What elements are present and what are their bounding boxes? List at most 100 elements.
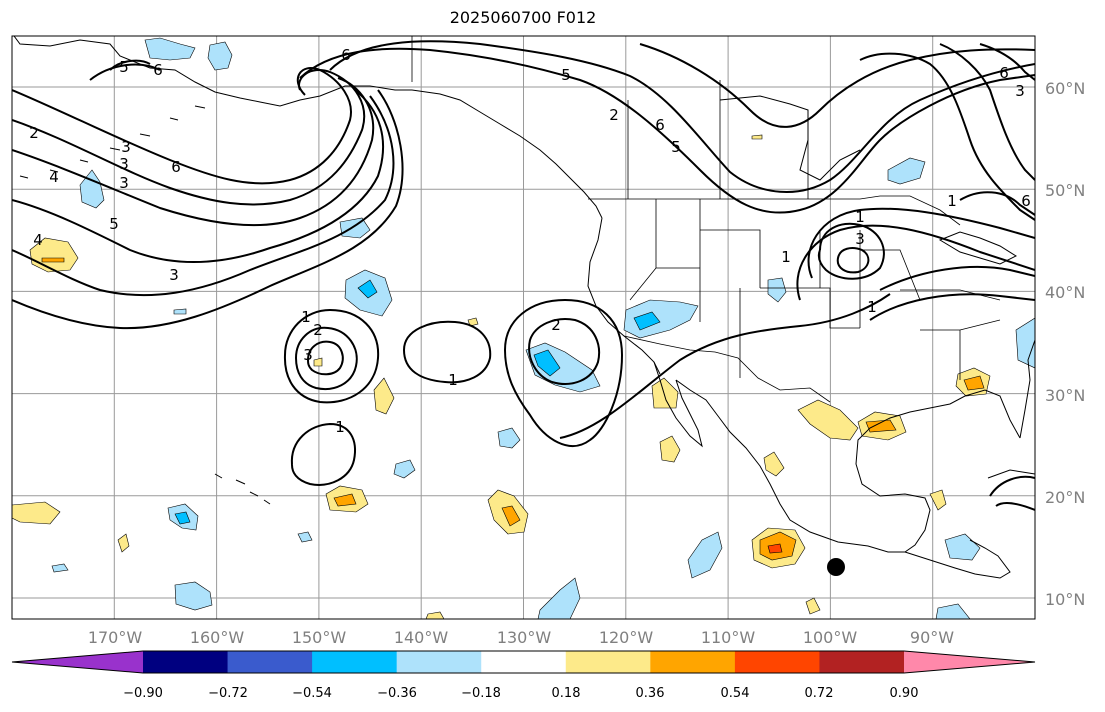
baja-california bbox=[653, 361, 703, 448]
contour-line bbox=[879, 265, 1035, 291]
colorbar-tick-label: 0.90 bbox=[890, 686, 919, 701]
contour-line bbox=[989, 475, 1035, 497]
storm-center-marker bbox=[827, 558, 845, 576]
yellow-anomaly-blob bbox=[797, 399, 859, 441]
contour-line bbox=[12, 95, 395, 297]
contour-label: 2 bbox=[551, 316, 561, 334]
contour-line bbox=[109, 59, 151, 71]
central-america-coast bbox=[904, 539, 1011, 579]
colorbar-tick-label: 0.54 bbox=[721, 686, 750, 701]
yellow-anomaly-blob bbox=[313, 357, 323, 367]
us-east-coast bbox=[1019, 339, 1035, 439]
colorbar-tick-label: −0.18 bbox=[461, 686, 501, 701]
contour-line bbox=[12, 69, 366, 206]
colorbar-tick-label: 0.36 bbox=[636, 686, 665, 701]
contour-label: 6 bbox=[1021, 192, 1031, 210]
contour-label: 2 bbox=[313, 321, 323, 339]
aleutian-islands bbox=[19, 105, 206, 179]
us-west-coast bbox=[587, 217, 661, 375]
contour-label: 6 bbox=[655, 116, 665, 134]
colorbar-bin bbox=[650, 651, 736, 673]
alaska-coastline bbox=[13, 36, 412, 107]
contour-label: 5 bbox=[119, 58, 129, 76]
yellow-anomaly-blob bbox=[659, 435, 681, 463]
gulf-of-mexico-coast bbox=[855, 389, 1021, 553]
contour-line bbox=[329, 40, 1035, 193]
contour-label: 4 bbox=[33, 231, 43, 249]
contour-label: 3 bbox=[119, 155, 129, 173]
red-anomaly-core bbox=[767, 543, 783, 554]
colorbar-under-extension bbox=[12, 651, 143, 673]
contour-line bbox=[639, 43, 1035, 128]
colorbar: −0.90 −0.72 −0.54 −0.36 −0.18 0.18 0.36 … bbox=[11, 650, 1036, 701]
lon-label: 150°W bbox=[292, 628, 347, 647]
blue-anomaly-blob bbox=[51, 563, 69, 573]
political-borders bbox=[411, 36, 1001, 403]
blue-anomaly-blob bbox=[79, 169, 105, 209]
colorbar-bin bbox=[481, 651, 567, 673]
contour-line bbox=[995, 502, 1035, 511]
contour-label: 1 bbox=[781, 248, 791, 266]
longitude-labels: 170°W 160°W 150°W 140°W 130°W 120°W 110°… bbox=[88, 628, 954, 647]
contour-label: 3 bbox=[303, 346, 313, 364]
contour-label: 2 bbox=[29, 124, 39, 142]
yellow-anomaly-blob bbox=[425, 611, 445, 619]
lon-label: 140°W bbox=[394, 628, 449, 647]
blue-anomaly-blob bbox=[935, 603, 971, 619]
contour-label: 5 bbox=[671, 138, 681, 156]
cyan-anomaly-core bbox=[357, 279, 378, 299]
colorbar-bin bbox=[227, 651, 313, 673]
contour-line bbox=[559, 293, 891, 439]
orange-anomaly-core bbox=[41, 257, 65, 263]
cuba-outline bbox=[987, 469, 1035, 479]
great-lakes bbox=[938, 231, 1018, 265]
contour-label: 6 bbox=[341, 46, 351, 64]
contour-label: 1 bbox=[855, 208, 865, 226]
blue-anomaly-blob bbox=[174, 581, 213, 611]
contour-line bbox=[796, 224, 1035, 301]
contour-line bbox=[817, 222, 885, 280]
contour-label: 1 bbox=[335, 418, 345, 436]
colorbar-tick-label: 0.18 bbox=[552, 686, 581, 701]
contour-label: 5 bbox=[561, 66, 571, 84]
blue-anomaly-blob bbox=[144, 37, 196, 61]
contour-label: 1 bbox=[301, 308, 311, 326]
yellow-anomaly-blob bbox=[651, 377, 679, 409]
colorbar-bin bbox=[565, 651, 651, 673]
contour-line bbox=[299, 47, 1035, 214]
contour-label: 5 bbox=[109, 215, 119, 233]
yellow-anomaly-blob bbox=[763, 451, 785, 477]
us-mexico-border bbox=[623, 335, 831, 403]
yellow-anomaly-blob bbox=[929, 489, 947, 511]
contour-label: 4 bbox=[49, 168, 59, 186]
contour-line bbox=[283, 308, 380, 404]
contour-lines bbox=[12, 40, 1035, 511]
colorbar-tick-label: −0.72 bbox=[208, 686, 248, 701]
contour-line bbox=[836, 247, 870, 274]
lon-label: 130°W bbox=[497, 628, 552, 647]
contour-label: 6 bbox=[999, 64, 1009, 82]
colorbar-bin bbox=[312, 651, 398, 673]
orange-anomaly-core bbox=[963, 375, 985, 391]
blue-anomaly-blob bbox=[393, 459, 416, 479]
lat-label: 40°N bbox=[1045, 283, 1085, 302]
mexico-west-coast bbox=[675, 379, 905, 553]
lat-label: 20°N bbox=[1045, 488, 1085, 507]
hawaii-islands bbox=[214, 473, 271, 505]
contour-line bbox=[979, 43, 1035, 81]
blue-anomaly-blob bbox=[887, 157, 926, 185]
gulf-of-alaska-coast bbox=[411, 89, 603, 219]
colorbar-tick-labels: −0.90 −0.72 −0.54 −0.36 −0.18 0.18 0.36 … bbox=[123, 686, 918, 701]
contour-label: 3 bbox=[121, 138, 131, 156]
cyan-anomaly-core bbox=[633, 311, 661, 331]
yellow-anomaly-blob bbox=[805, 597, 821, 615]
contour-line bbox=[504, 298, 624, 447]
contour-line bbox=[295, 326, 358, 390]
contour-label: 1 bbox=[867, 298, 877, 316]
cyan-anomaly-core bbox=[174, 511, 191, 525]
blue-anomaly-blob bbox=[207, 41, 233, 71]
contour-line bbox=[89, 63, 161, 81]
colorbar-over-extension bbox=[904, 651, 1035, 673]
contour-label: 6 bbox=[171, 158, 181, 176]
